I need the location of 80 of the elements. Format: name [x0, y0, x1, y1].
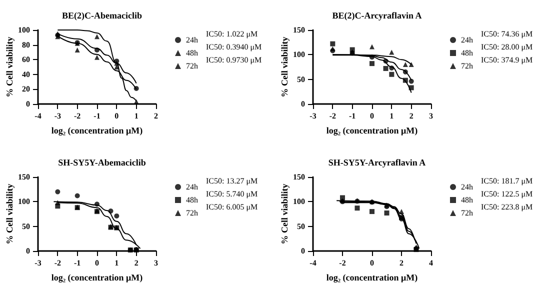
chart-title: SH-SY5Y-Abemaciclib — [58, 157, 146, 167]
x-tick-label: 4 — [429, 258, 433, 267]
text: IC50: 374.9 μM — [481, 56, 533, 64]
text: IC50: 5.740 μM — [206, 189, 258, 198]
y-tick-label: 80 — [22, 40, 30, 50]
text: IC50: 13.27 μM — [206, 176, 258, 185]
y-tick-label: 150 — [293, 172, 305, 181]
x-tick-label: 2 — [400, 258, 404, 267]
x-axis-title: log₂ (concentration μM) — [326, 272, 418, 282]
y-tick-label: 0 — [26, 100, 30, 108]
legend-label: 48h — [461, 48, 473, 58]
legend-label: 48h — [461, 195, 473, 204]
x-tick-label: 0 — [95, 258, 99, 267]
legend-label: 24h — [186, 182, 198, 191]
x-tick-label: -4 — [34, 112, 42, 120]
text: IC50: 74.36 μM — [481, 30, 533, 38]
y-tick-label: 100 — [293, 196, 305, 206]
legend-label: 72h — [461, 208, 473, 217]
x-tick-label: 2 — [409, 112, 414, 120]
legend-label: 72h — [186, 208, 198, 217]
x-tick-label: -2 — [329, 112, 336, 120]
y-tick-label: 50 — [22, 221, 30, 230]
legend-label: 24h — [461, 36, 473, 44]
x-axis-title: log₂ (concentration μM) — [51, 272, 143, 282]
x-tick-label: -3 — [310, 112, 316, 120]
y-axis-title: % Cell viability — [280, 36, 290, 98]
chart-title: BE(2)C-Arcyraflavin A — [332, 10, 422, 20]
y-tick-label: 50 — [297, 74, 305, 84]
y-tick-label: 0 — [301, 100, 305, 108]
text: IC50: 223.8 μM — [481, 202, 533, 211]
legend-label: 72h — [461, 62, 473, 70]
text: IC50: 28.00 μM — [481, 42, 533, 52]
text: IC50: 0.3940 μM — [206, 42, 262, 52]
x-tick-label: -4 — [310, 258, 316, 267]
y-tick-label: 100 — [293, 50, 305, 60]
x-tick-label: 0 — [370, 258, 374, 267]
x-tick-label: -1 — [94, 112, 100, 120]
text: IC50: 1.022 μM — [206, 30, 258, 38]
x-tick-label: -2 — [74, 112, 81, 120]
y-axis-title: % Cell viability — [4, 36, 14, 98]
text: IC50: 122.5 μM — [481, 189, 533, 198]
chart-title: SH-SY5Y-Arcyraflavin A — [328, 157, 426, 167]
legend-label: 24h — [461, 182, 473, 191]
y-tick-label: 40 — [22, 70, 30, 79]
y-tick-label: 100 — [18, 26, 30, 34]
legend-label: 48h — [186, 195, 198, 204]
x-axis-title: log₂ (concentration μM) — [326, 126, 418, 136]
x-tick-label: -1 — [348, 112, 356, 120]
legend-label: 24h — [186, 36, 198, 44]
legend-label: 48h — [186, 48, 198, 58]
x-axis-title: log₂ (concentration μM) — [51, 126, 143, 136]
text: IC50: 6.005 μM — [206, 202, 258, 211]
x-tick-label: -3 — [34, 258, 42, 267]
chart-title: BE(2)C-Abemaciclib — [62, 10, 142, 20]
x-tick-label: 2 — [134, 258, 138, 267]
x-tick-label: 1 — [134, 112, 138, 120]
x-tick-label: -2 — [54, 258, 62, 267]
x-tick-label: 2 — [154, 112, 158, 120]
text: IC50: 0.9730 μM — [206, 56, 262, 64]
y-axis-title: % Cell viability — [4, 182, 14, 244]
y-axis-title: % Cell viability — [280, 182, 290, 244]
x-tick-label: -3 — [54, 112, 62, 120]
x-tick-label: 0 — [114, 112, 119, 120]
x-tick-label: 0 — [370, 112, 374, 120]
x-tick-label: 1 — [114, 258, 119, 267]
y-tick-label: 150 — [18, 172, 30, 181]
y-tick-label: 100 — [18, 196, 30, 206]
x-tick-label: 1 — [390, 112, 394, 120]
x-tick-label: -1 — [74, 258, 81, 267]
y-tick-label: 150 — [293, 26, 305, 34]
y-tick-label: 0 — [26, 246, 30, 255]
y-tick-label: 0 — [301, 246, 305, 255]
y-tick-label: 50 — [297, 221, 305, 230]
x-tick-label: -2 — [339, 258, 346, 267]
text: IC50: 181.7 μM — [481, 176, 533, 185]
y-tick-label: 20 — [22, 84, 30, 94]
x-tick-label: 3 — [154, 258, 158, 267]
legend-label: 72h — [186, 62, 198, 70]
x-tick-label: 3 — [429, 112, 433, 120]
y-tick-label: 60 — [22, 55, 30, 64]
